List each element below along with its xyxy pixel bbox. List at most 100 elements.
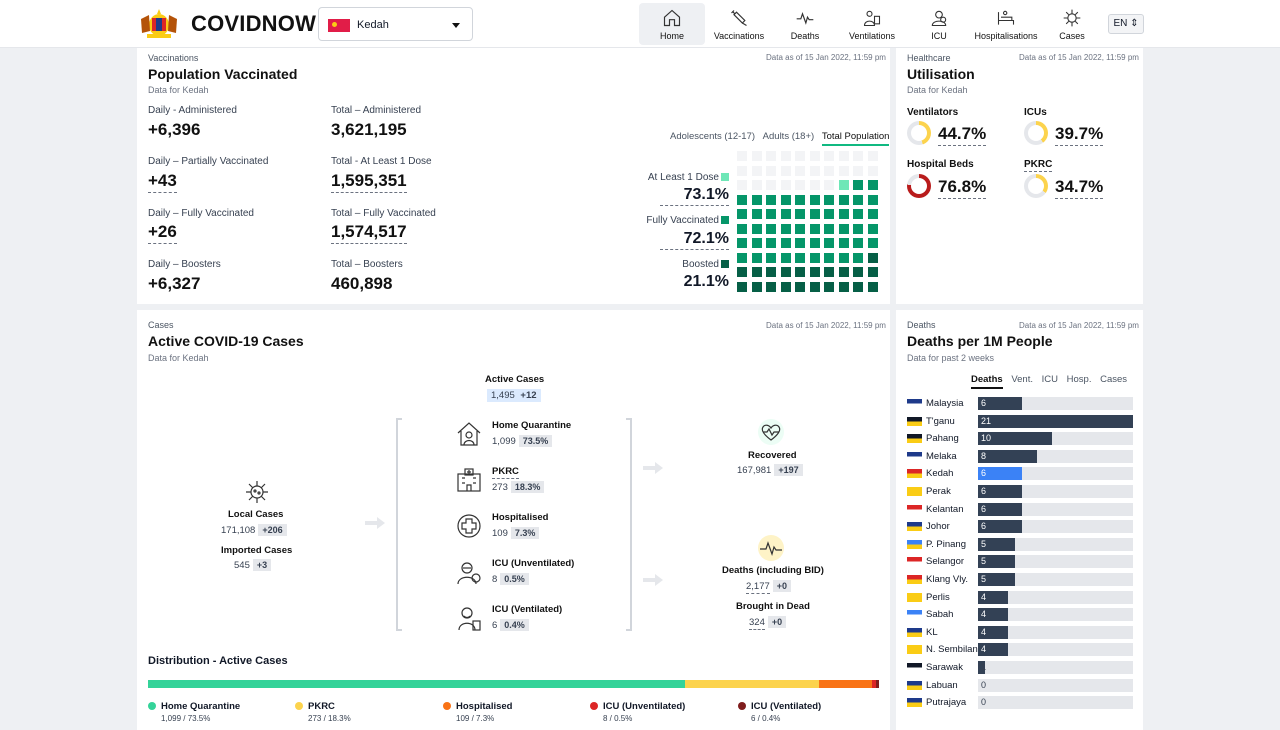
tab-deaths[interactable]: Deaths <box>971 374 1003 389</box>
waffle-cell <box>737 223 747 234</box>
nav-ventilations[interactable]: Ventilations <box>838 3 906 45</box>
vaccination-subtitle: Data for Kedah <box>148 85 209 95</box>
deaths-data-as-of: Data as of 15 Jan 2022, 11:59 pm <box>1019 321 1139 330</box>
deaths-label: Deaths (including BID) <box>722 565 824 576</box>
waffle-cell <box>737 238 747 248</box>
tab-vent[interactable]: Vent. <box>1011 374 1033 385</box>
waffle-cell <box>780 238 791 248</box>
pct-value-fully[interactable]: 72.1% <box>660 230 729 250</box>
bar-perlis[interactable] <box>978 590 1008 604</box>
waffle-cell <box>737 209 747 219</box>
tab-adults[interactable]: Adults (18+) <box>762 131 815 142</box>
imported-cases-label: Imported Cases <box>221 545 293 556</box>
bar-kl[interactable] <box>978 625 1008 639</box>
bar-sabah[interactable] <box>978 608 1008 622</box>
state-name-label: Selangor <box>926 556 965 568</box>
bar-kedah[interactable] <box>978 467 1023 481</box>
waffle-cell <box>809 151 820 161</box>
tab-total-population[interactable]: Total Population <box>821 131 890 146</box>
waffle-cell <box>853 267 863 277</box>
stat-value[interactable]: 1,595,351 <box>331 171 407 193</box>
breakdown-label[interactable]: PKRC <box>492 466 519 479</box>
bar-value-label: 0 <box>981 679 987 690</box>
nav-hospitalisations[interactable]: Hospitalisations <box>972 3 1040 45</box>
waffle-cell <box>766 223 776 234</box>
breakdown-value-group: 6 0.4% <box>492 619 529 631</box>
waffle-cell <box>853 281 863 292</box>
state-name-label: Pahang <box>926 433 959 445</box>
bar-melaka[interactable] <box>978 449 1038 463</box>
bar-p-pinang[interactable] <box>978 537 1015 551</box>
waffle-cell <box>780 165 791 176</box>
bar-selangor[interactable] <box>978 555 1015 569</box>
waffle-cell <box>867 180 878 190</box>
util-value-ventilators[interactable]: 44.7% <box>938 124 987 146</box>
util-label-pkrc[interactable]: PKRC <box>1024 159 1053 172</box>
brand-title[interactable]: COVIDNOW <box>191 11 317 36</box>
bid-value[interactable]: 324 <box>749 617 765 630</box>
home-quarantine-icon <box>455 420 483 448</box>
bar-pahang[interactable] <box>978 432 1052 446</box>
waffle-cell <box>853 180 863 190</box>
tab-adolescents[interactable]: Adolescents (12-17) <box>670 131 756 142</box>
heart-pulse-icon <box>757 418 785 446</box>
waffle-cell <box>780 267 791 277</box>
state-name-label: Klang Vly. <box>926 574 969 585</box>
bracket-right <box>626 418 632 631</box>
breakdown-value: 6 <box>492 620 498 631</box>
bar-n-sembilan[interactable] <box>978 643 1008 657</box>
state-name-label: Perlis <box>926 591 950 603</box>
nav-deaths[interactable]: Deaths <box>773 3 837 45</box>
syringe-icon <box>731 10 747 27</box>
waffle-cell <box>809 223 820 234</box>
state-selector[interactable]: Kedah <box>318 7 473 41</box>
nav-cases[interactable]: Cases <box>1041 3 1103 45</box>
nav-icu[interactable]: ICU <box>907 3 971 45</box>
bar-malaysia[interactable] <box>978 397 1023 410</box>
bar-sarawak[interactable] <box>978 661 986 674</box>
ventilators-donut <box>907 121 931 145</box>
util-value-pkrc[interactable]: 34.7% <box>1055 177 1104 199</box>
tab-cases[interactable]: Cases <box>1100 374 1128 385</box>
bar-kelantan[interactable] <box>978 502 1023 516</box>
bar-value-label: 1 <box>981 662 987 672</box>
stat-label: Total – Administered <box>331 105 422 116</box>
stat-value[interactable]: +43 <box>148 171 177 193</box>
waffle-cell <box>838 165 849 176</box>
pct-value-dose1[interactable]: 73.1% <box>660 186 729 206</box>
util-value-icus[interactable]: 39.7% <box>1055 124 1104 146</box>
nav-vaccinations[interactable]: Vaccinations <box>706 3 772 45</box>
deaths-value[interactable]: 2,177 <box>746 581 770 594</box>
breakdown-label: ICU (Ventilated) <box>492 604 563 615</box>
waffle-cell <box>824 165 834 176</box>
bar-klang-vly-[interactable] <box>978 573 1015 586</box>
nav-home[interactable]: Home <box>639 3 705 45</box>
legend-dot-home-quarantine <box>148 702 156 710</box>
waffle-cell <box>867 238 878 248</box>
waffle-cell <box>737 252 747 263</box>
tab-icu[interactable]: ICU <box>1041 374 1059 385</box>
state-flag-icon <box>907 504 922 514</box>
local-cases-virus-icon <box>243 478 271 506</box>
bar-t-ganu[interactable] <box>978 414 1133 428</box>
deaths-category: Deaths <box>907 320 936 330</box>
util-value-hospital-beds[interactable]: 76.8% <box>938 177 987 199</box>
bar-value-label: 4 <box>981 626 987 637</box>
tab-hosp[interactable]: Hosp. <box>1066 374 1092 385</box>
waffle-cell <box>824 223 834 234</box>
icu-unventilated-icon <box>455 558 483 586</box>
language-selector[interactable]: EN ⇕ <box>1108 14 1144 34</box>
population-tabs: Adolescents (12-17) Adults (18+) Total P… <box>670 131 890 146</box>
state-name-label: P. Pinang <box>926 538 966 550</box>
waffle-cell <box>795 194 805 205</box>
breakdown-value-group: 273 18.3% <box>492 481 545 493</box>
bar-perak[interactable] <box>978 485 1023 498</box>
deaths-card <box>896 310 1143 730</box>
stat-value[interactable]: 1,574,517 <box>331 222 407 244</box>
waffle-cell <box>795 165 805 176</box>
bar-johor[interactable] <box>978 520 1023 534</box>
stat-value[interactable]: +26 <box>148 222 177 244</box>
waffle-cell <box>824 267 834 277</box>
waffle-cell <box>838 209 849 219</box>
waffle-cell <box>780 252 791 263</box>
